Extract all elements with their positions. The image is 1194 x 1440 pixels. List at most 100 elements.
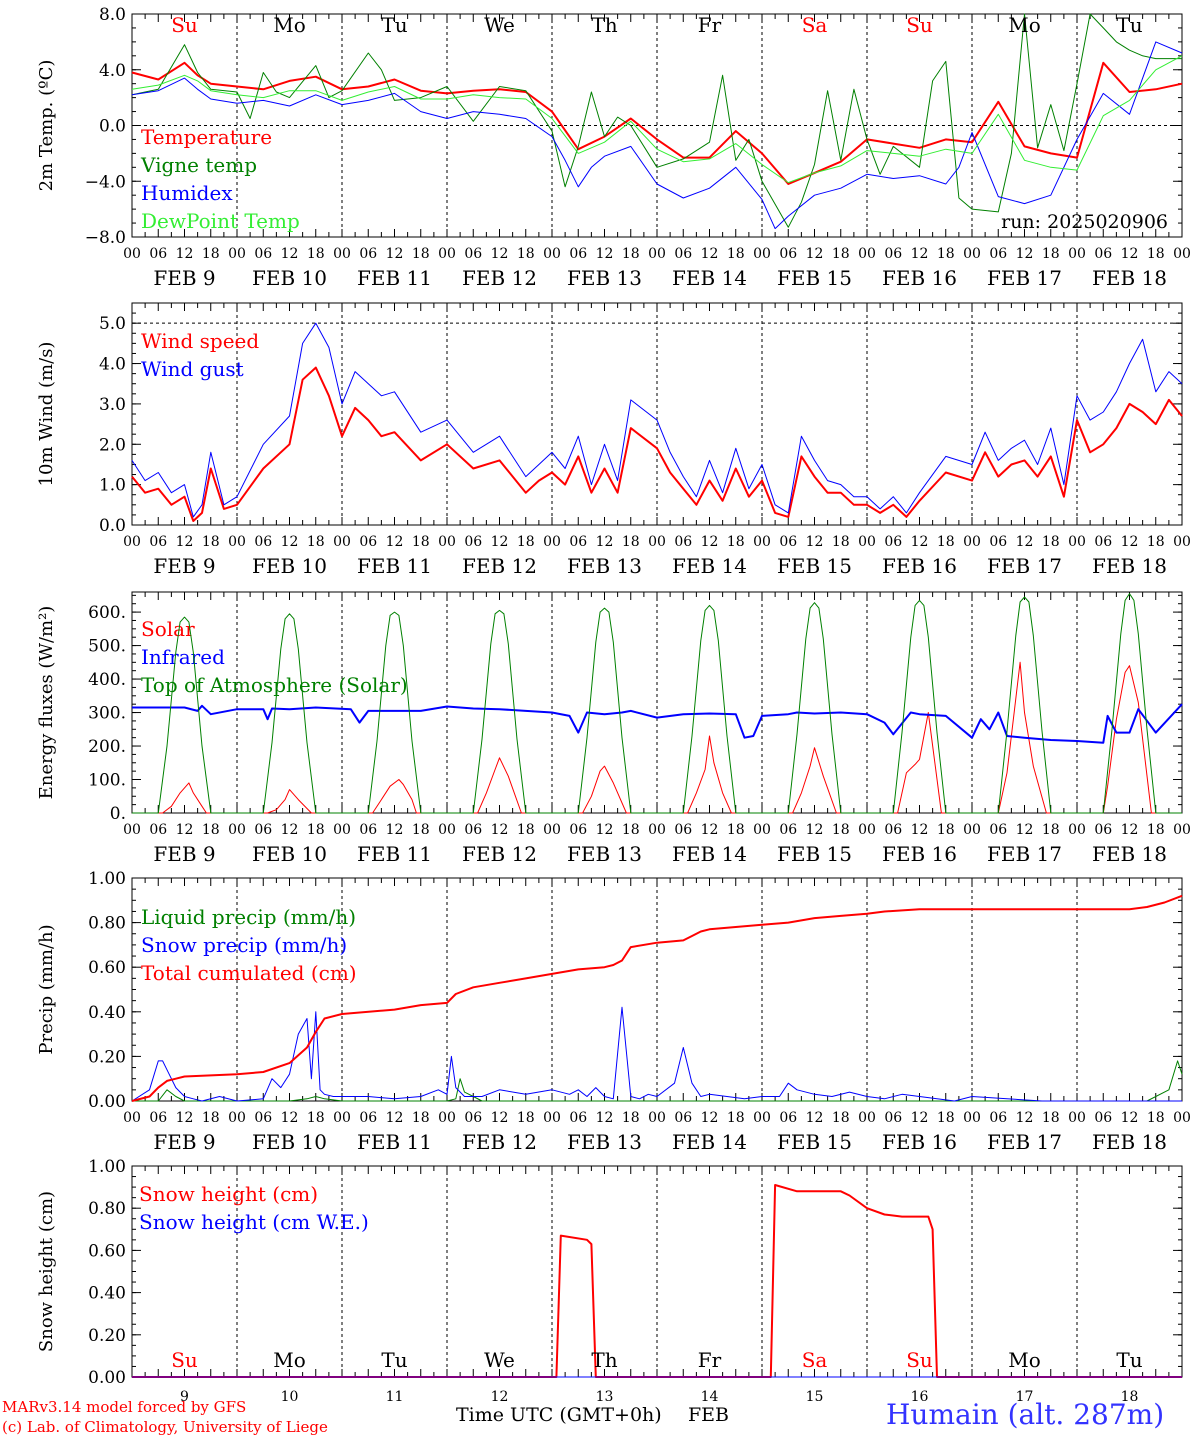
weekday-label: Th (591, 1348, 617, 1372)
time-axis-label: Time UTC (GMT+0h) (456, 1404, 662, 1426)
hour-tick-label: 18 (727, 246, 745, 262)
hour-tick-label: 18 (1147, 822, 1165, 838)
hour-tick-label: 12 (491, 246, 509, 262)
hour-tick-label: 06 (674, 246, 692, 262)
hour-tick-label: 06 (254, 246, 272, 262)
hour-tick-label: 06 (149, 534, 167, 550)
hour-tick-label: 18 (1042, 822, 1060, 838)
hour-tick-label: 12 (1016, 1110, 1034, 1126)
hour-tick-label: 18 (517, 246, 535, 262)
hour-tick-label: 12 (701, 822, 719, 838)
y-axis-label: 10m Wind (m/s) (36, 342, 57, 487)
hour-tick-label: 12 (596, 534, 614, 550)
hour-tick-label: 06 (1094, 1110, 1112, 1126)
hour-tick-label: 06 (359, 246, 377, 262)
hour-tick-label: 00 (438, 246, 456, 262)
weekday-label: Mo (273, 13, 306, 37)
hour-tick-label: 06 (1094, 822, 1112, 838)
hour-tick-label: 06 (464, 822, 482, 838)
hour-tick-label: 00 (648, 1110, 666, 1126)
date-label: FEB 13 (567, 1130, 642, 1154)
hour-tick-label: 00 (228, 246, 246, 262)
hour-tick-label: 18 (1042, 246, 1060, 262)
station-name: Humain (alt. 287m) (886, 1398, 1165, 1431)
legend-temp-0: Temperature (141, 125, 272, 149)
hour-tick-label: 12 (281, 246, 299, 262)
weekday-label: Tu (1116, 1348, 1142, 1372)
hour-tick-label: 06 (149, 822, 167, 838)
date-label: FEB 15 (777, 554, 852, 578)
date-label: FEB 9 (153, 266, 215, 290)
series-wind-0 (131, 366, 1183, 522)
y-tick-label: 100. (88, 771, 126, 791)
weekday-label: Th (591, 13, 617, 37)
weekday-label: Su (171, 13, 198, 37)
y-tick-label: 0.40 (88, 1284, 126, 1304)
hour-tick-label: 06 (779, 246, 797, 262)
time-axis-month: FEB (688, 1404, 730, 1426)
hour-tick-label: 00 (963, 1110, 981, 1126)
hour-tick-label: 00 (123, 822, 141, 838)
hour-tick-label: 18 (412, 246, 430, 262)
hour-tick-label: 00 (228, 1110, 246, 1126)
hour-tick-label: 00 (753, 246, 771, 262)
hour-tick-label: 06 (674, 822, 692, 838)
date-label: FEB 13 (567, 554, 642, 578)
y-tick-label: 0.0 (99, 117, 126, 137)
hour-tick-label: 12 (806, 534, 824, 550)
hour-tick-label: 18 (517, 534, 535, 550)
hour-tick-label: 00 (1173, 534, 1191, 550)
hour-tick-label: 00 (438, 1110, 456, 1126)
hour-tick-label: 12 (1016, 822, 1034, 838)
hour-tick-label: 18 (202, 246, 220, 262)
hour-tick-label: 00 (123, 246, 141, 262)
day-number-label: 18 (1121, 1389, 1139, 1405)
hour-tick-label: 12 (806, 1110, 824, 1126)
hour-tick-label: 12 (281, 534, 299, 550)
hour-tick-label: 06 (989, 822, 1007, 838)
date-label: FEB 18 (1092, 266, 1167, 290)
hour-tick-label: 12 (806, 246, 824, 262)
series-snow-0 (132, 1184, 1182, 1378)
hour-tick-label: 18 (832, 1110, 850, 1126)
hour-tick-label: 06 (779, 534, 797, 550)
hour-tick-label: 06 (989, 246, 1007, 262)
weekday-label: Sa (802, 13, 828, 37)
hour-tick-label: 00 (228, 534, 246, 550)
y-tick-label: 1.00 (88, 1157, 126, 1177)
hour-tick-label: 00 (438, 822, 456, 838)
hour-tick-label: 06 (359, 534, 377, 550)
hour-tick-label: 18 (937, 1110, 955, 1126)
hour-tick-label: 00 (228, 822, 246, 838)
hour-tick-label: 12 (596, 246, 614, 262)
hour-tick-label: 12 (701, 534, 719, 550)
date-label: FEB 12 (462, 554, 537, 578)
y-tick-label: 0.80 (88, 914, 126, 934)
hour-tick-label: 06 (569, 246, 587, 262)
y-tick-label: 500. (88, 637, 126, 657)
hour-tick-label: 12 (806, 822, 824, 838)
hour-tick-label: 18 (412, 1110, 430, 1126)
series-temp-0 (131, 61, 1183, 185)
hour-tick-label: 06 (569, 1110, 587, 1126)
hour-tick-label: 00 (753, 822, 771, 838)
hour-tick-label: 18 (412, 534, 430, 550)
hour-tick-label: 06 (884, 246, 902, 262)
y-tick-label: −8.0 (85, 228, 126, 248)
date-label: FEB 15 (777, 1130, 852, 1154)
hour-tick-label: 00 (543, 534, 561, 550)
weekday-label: Tu (1116, 13, 1142, 37)
hour-tick-label: 12 (1016, 246, 1034, 262)
hour-tick-label: 00 (543, 1110, 561, 1126)
hour-tick-label: 12 (911, 822, 929, 838)
y-tick-label: 5.0 (99, 314, 126, 334)
hour-tick-label: 00 (333, 1110, 351, 1126)
y-tick-label: 0.80 (88, 1199, 126, 1219)
hour-tick-label: 18 (622, 246, 640, 262)
date-label: FEB 18 (1092, 554, 1167, 578)
hour-tick-label: 00 (1173, 1110, 1191, 1126)
hour-tick-label: 06 (884, 534, 902, 550)
hour-tick-label: 00 (858, 822, 876, 838)
hour-tick-label: 06 (254, 534, 272, 550)
legend-temp-1: Vigne temp (140, 153, 257, 177)
